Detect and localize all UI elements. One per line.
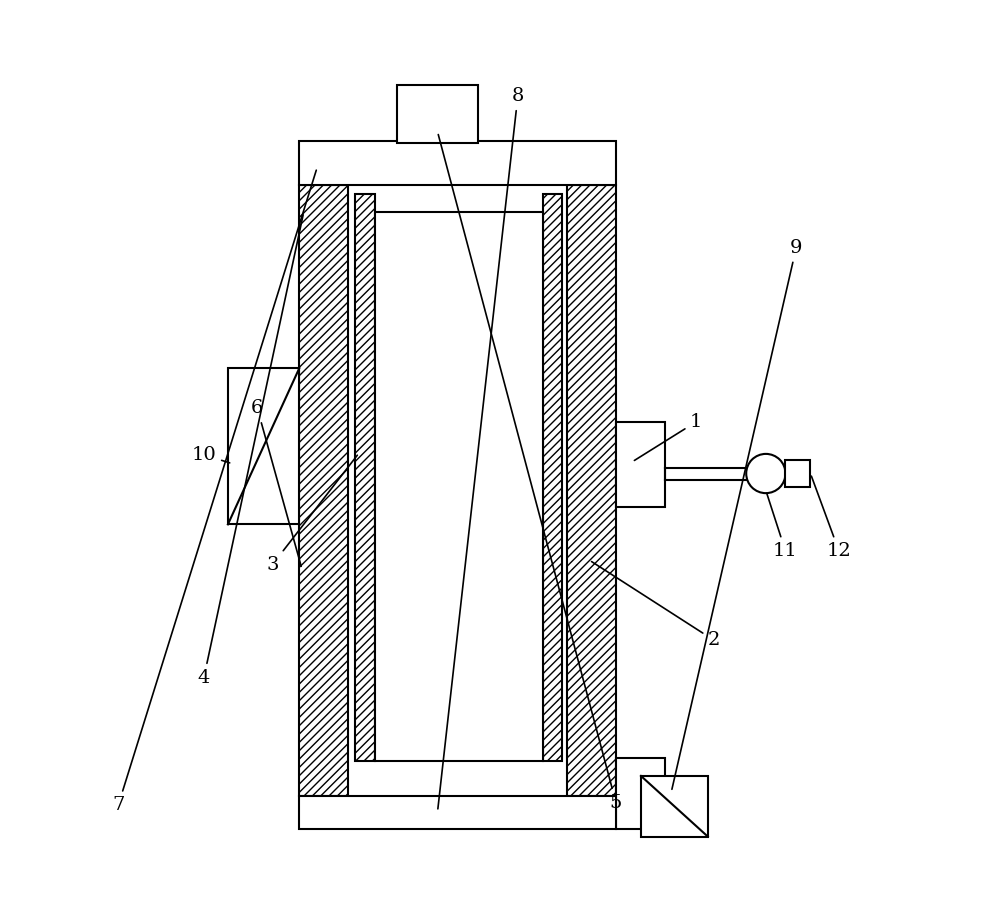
Text: 1: 1 [634, 413, 702, 460]
Text: 3: 3 [266, 455, 357, 573]
Text: 8: 8 [438, 87, 524, 809]
Bar [567, 186, 616, 796]
Bar [355, 194, 375, 761]
Bar [299, 186, 348, 796]
Text: 11: 11 [767, 493, 798, 560]
Bar [616, 758, 665, 830]
Text: 12: 12 [811, 477, 851, 560]
Text: 9: 9 [672, 239, 802, 789]
Text: 5: 5 [438, 134, 622, 812]
Text: 10: 10 [191, 446, 230, 464]
Bar [299, 795, 616, 830]
Text: 4: 4 [198, 215, 303, 687]
Text: 7: 7 [112, 170, 316, 814]
Text: 6: 6 [251, 400, 301, 566]
Bar [543, 194, 562, 761]
Circle shape [746, 454, 785, 493]
Bar [641, 776, 708, 836]
Bar [228, 368, 299, 525]
Bar [616, 422, 665, 506]
Bar [375, 212, 543, 761]
Text: 2: 2 [592, 562, 720, 650]
Bar [397, 84, 478, 142]
Bar [299, 140, 616, 186]
Bar [785, 460, 810, 487]
